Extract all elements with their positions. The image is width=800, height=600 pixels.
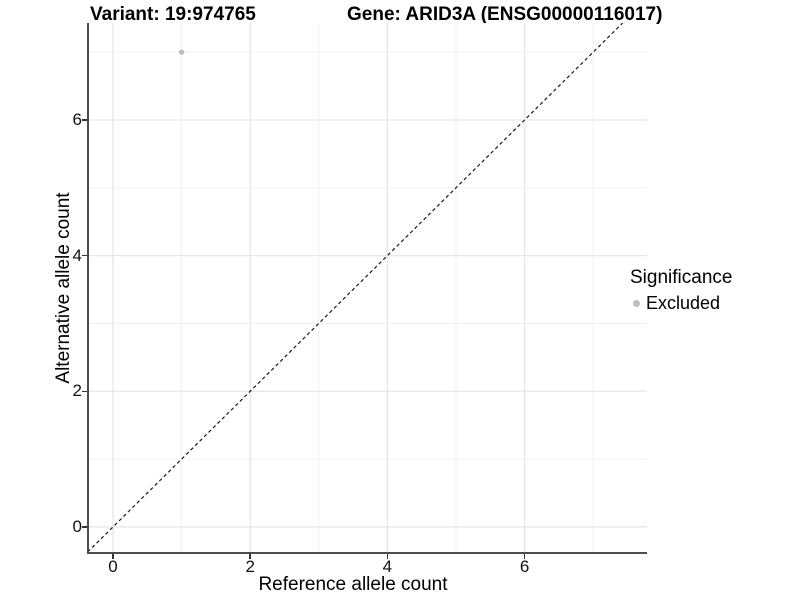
x-tick-label: 2 — [245, 557, 255, 576]
y-tick-label: 2 — [72, 381, 82, 401]
plot-panel — [89, 23, 647, 552]
y-tick-label: 6 — [72, 109, 82, 129]
y-tick-mark — [82, 526, 87, 528]
plot-title-variant: Variant: 19:974765 — [90, 4, 256, 25]
plot-title-gene: Gene: ARID3A (ENSG00000116017) — [347, 4, 663, 25]
x-axis-title: Reference allele count — [258, 574, 448, 595]
x-tick-mark — [386, 554, 389, 559]
identity-dashed-line — [89, 23, 624, 552]
x-tick-label: 6 — [519, 557, 530, 576]
y-tick-mark — [82, 119, 87, 121]
legend-item-label: Excluded — [646, 293, 721, 313]
data-point — [178, 49, 185, 55]
legend: Significance Excluded — [630, 267, 732, 314]
y-axis-line — [87, 23, 89, 554]
y-tick-mark — [82, 390, 87, 392]
y-tick-label: 4 — [72, 245, 82, 265]
y-axis-title: Alternative allele count — [53, 192, 74, 384]
x-tick-label: 0 — [108, 557, 118, 576]
x-tick-mark — [249, 554, 251, 559]
legend-item-excluded: Excluded — [630, 293, 732, 314]
x-tick-label: 4 — [382, 557, 393, 576]
y-tick-label: 0 — [72, 516, 82, 536]
x-axis-line — [87, 552, 647, 554]
legend-point-icon — [633, 300, 640, 307]
plot-canvas — [89, 23, 647, 552]
legend-title: Significance — [630, 267, 733, 288]
x-tick-mark — [112, 554, 114, 559]
x-tick-mark — [523, 554, 526, 559]
y-tick-mark — [82, 254, 87, 257]
